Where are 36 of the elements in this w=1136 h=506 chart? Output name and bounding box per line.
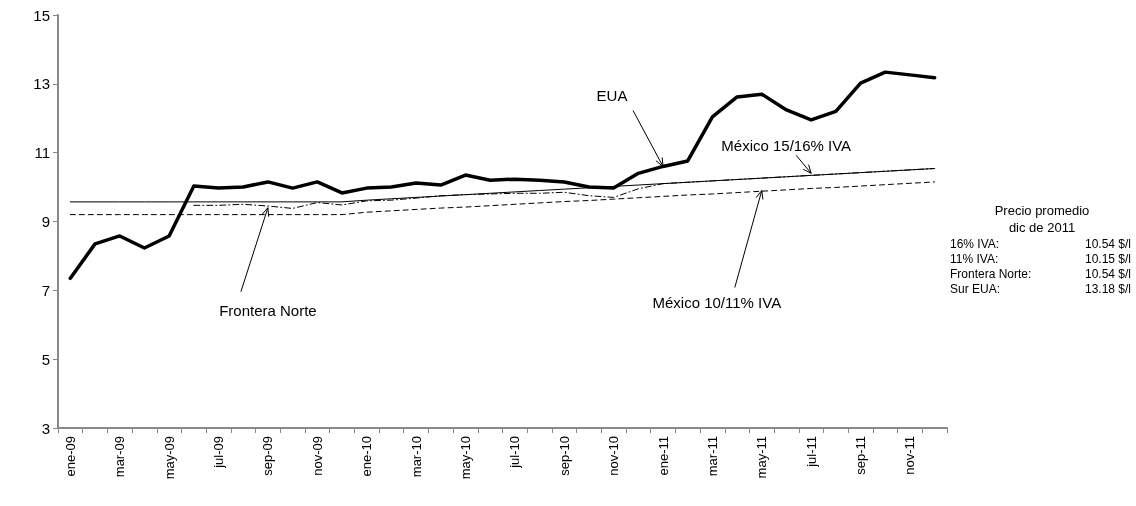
x-tick-label: jul-11 [803,436,819,468]
x-tick-label: sep-10 [556,436,572,476]
x-tick-label: ene-10 [359,436,375,477]
x-tick-label: sep-09 [260,436,276,476]
text: 16% IVA: 10.54 $/l [950,237,1131,251]
text: 11% IVA: 10.15 $/l [950,252,1131,266]
x-tick-label: nov-09 [309,436,325,476]
x-tick-label: sep-11 [853,436,869,475]
annotation: Frontera Norte [219,302,317,320]
y-tick-label: 13 [33,75,50,93]
x-tick-label: jul-10 [507,436,523,469]
x-tick-label: may-11 [754,436,770,479]
x-tick-label: ene-09 [62,436,78,477]
x-tick-label: may-09 [161,436,177,480]
text: dic de 2011 [1008,219,1076,235]
text: Precio promedio [994,202,1090,218]
annotation: EUA [596,86,628,104]
x-tick-label: jul-09 [211,436,227,469]
x-tick-label: nov-11 [902,436,918,475]
annotation: México 10/11% IVA [652,294,782,312]
y-tick-label: 3 [41,419,50,437]
annotation: México 15/16% IVA [721,136,852,154]
x-tick-label: mar-11 [704,436,720,477]
x-tick-label: ene-11 [655,436,671,476]
y-tick-label: 9 [41,213,50,230]
y-tick-label: 11 [34,144,50,162]
text: Sur EUA: 13.18 $/l [950,282,1131,296]
y-tick-label: 5 [41,350,50,368]
x-tick-label: may-10 [457,436,473,480]
text: Frontera Norte: 10.54 $/l [950,267,1131,281]
x-tick-label: mar-10 [408,436,424,478]
y-tick-label: 15 [33,6,50,24]
y-tick-label: 7 [41,281,50,299]
x-tick-label: mar-09 [112,436,128,478]
x-tick-label: nov-10 [606,436,622,476]
line-series [68,70,937,281]
